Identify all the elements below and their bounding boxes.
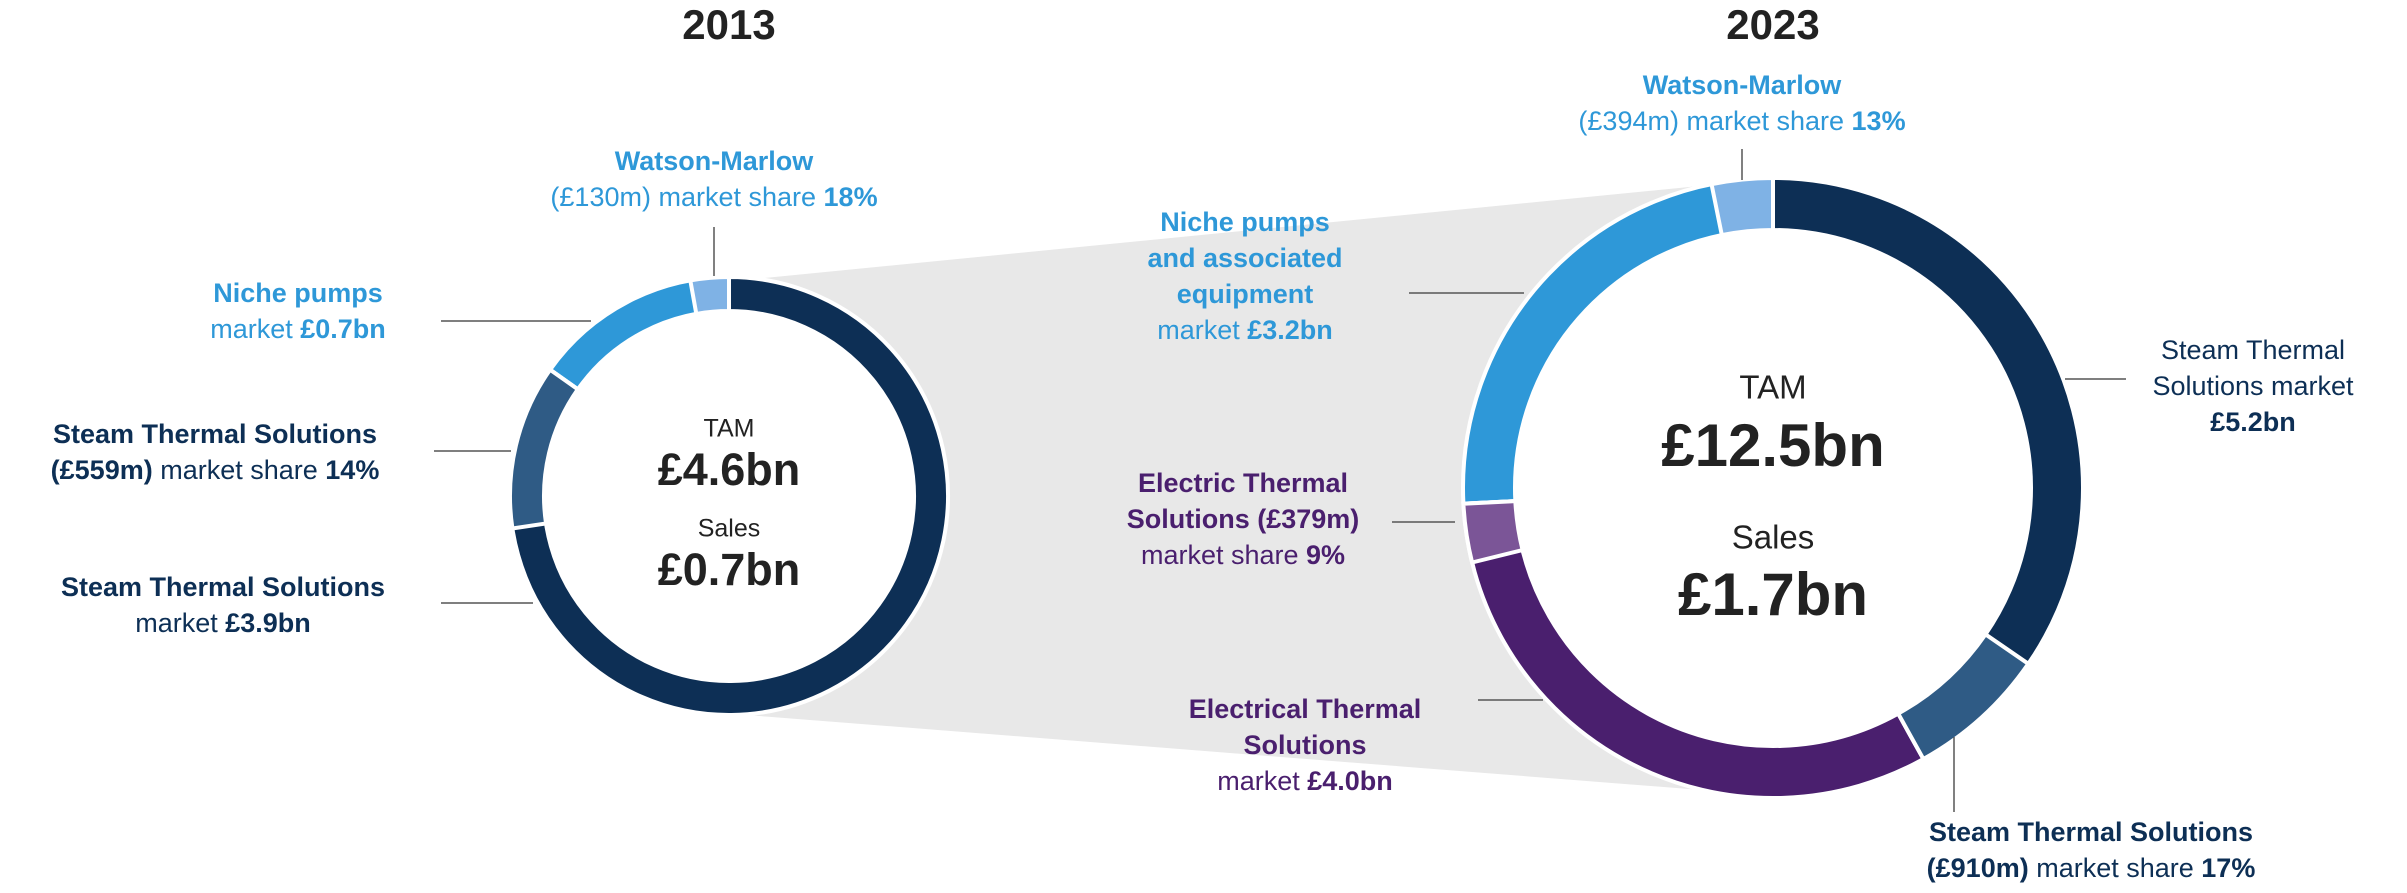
center-text: £12.5bn: [1661, 412, 1884, 479]
segment-label: Steam Thermal Solutions: [53, 419, 377, 449]
segment-label: market £3.9bn: [135, 608, 311, 638]
segment-label: Watson-Marlow: [1643, 70, 1842, 100]
label-span: market: [135, 608, 225, 638]
label-span: (£394m) market share: [1578, 106, 1851, 136]
segment-label: market £0.7bn: [210, 314, 386, 344]
label-span: 9%: [1306, 540, 1345, 570]
label-span: £5.2bn: [2210, 407, 2296, 437]
label-span: £4.0bn: [1307, 766, 1393, 796]
label-span: (£130m) market share: [550, 182, 823, 212]
label-span: Steam Thermal Solutions: [61, 572, 385, 602]
segment-label: Niche pumps: [1160, 207, 1330, 237]
label-span: Solutions (£379m): [1127, 504, 1360, 534]
center-text: £0.7bn: [658, 544, 801, 595]
segment-label: (£394m) market share 13%: [1578, 106, 1905, 136]
segment-label: Steam Thermal Solutions: [61, 572, 385, 602]
label-span: Steam Thermal Solutions: [1929, 817, 2253, 847]
label-span: and associated: [1147, 243, 1342, 273]
label-span: 17%: [2201, 853, 2255, 883]
segment-label: Solutions: [1244, 730, 1367, 760]
center-text: TAM: [704, 415, 755, 443]
segment-label: Solutions market: [2152, 371, 2354, 401]
center-text: £4.6bn: [658, 444, 801, 495]
segment-label: Steam Thermal Solutions: [1929, 817, 2253, 847]
label-span: 18%: [824, 182, 878, 212]
label-span: Steam Thermal Solutions: [53, 419, 377, 449]
segment-label: Watson-Marlow: [615, 146, 814, 176]
label-span: £0.7bn: [300, 314, 386, 344]
label-span: £3.9bn: [225, 608, 311, 638]
share-arc: [1709, 175, 1775, 238]
segment-label: market share 9%: [1141, 540, 1345, 570]
chart-title: 2023: [1726, 1, 1819, 48]
segment-label: £5.2bn: [2210, 407, 2296, 437]
center-text: TAM: [1739, 369, 1806, 406]
market-arc: [508, 274, 950, 717]
label-span: (£559m): [51, 455, 153, 485]
label-span: £3.2bn: [1247, 315, 1333, 345]
segment-label: Solutions (£379m): [1127, 504, 1360, 534]
label-span: 13%: [1852, 106, 1906, 136]
share-arc: [687, 274, 731, 317]
segment-label: and associated: [1147, 243, 1342, 273]
label-span: (£910m): [1927, 853, 2029, 883]
segment-label: Niche pumps: [213, 278, 383, 308]
donut-hole: [527, 294, 931, 698]
share-arc: [508, 366, 581, 531]
label-span: Niche pumps: [1160, 207, 1330, 237]
label-span: equipment: [1177, 279, 1314, 309]
segment-label: Electrical Thermal: [1189, 694, 1422, 724]
share-arc: [1461, 498, 1525, 565]
label-span: Electrical Thermal: [1189, 694, 1422, 724]
segment-label: equipment: [1177, 279, 1314, 309]
segment-label: Steam Thermal: [2161, 335, 2345, 365]
label-span: Steam Thermal: [2161, 335, 2345, 365]
center-text: Sales: [1732, 519, 1815, 556]
segment-label: market £3.2bn: [1157, 315, 1333, 345]
label-span: Electric Thermal: [1138, 468, 1348, 498]
label-span: market share: [2029, 853, 2202, 883]
chart-title: 2013: [682, 1, 775, 48]
segment-label: (£559m) market share 14%: [51, 455, 380, 485]
center-text: Sales: [698, 515, 761, 543]
donut-hole: [1489, 204, 2057, 772]
label-span: 14%: [325, 455, 379, 485]
label-span: Niche pumps: [213, 278, 383, 308]
label-span: market share: [153, 455, 326, 485]
segment-label: (£130m) market share 18%: [550, 182, 877, 212]
label-span: market: [1157, 315, 1247, 345]
label-span: market: [210, 314, 300, 344]
market-arc: [1771, 175, 2085, 762]
share-arc: [1895, 631, 2032, 762]
label-span: market: [1217, 766, 1307, 796]
label-span: market share: [1141, 540, 1306, 570]
label-span: Solutions: [1244, 730, 1367, 760]
segment-label: Electric Thermal: [1138, 468, 1348, 498]
label-span: Watson-Marlow: [1643, 70, 1842, 100]
segment-label: (£910m) market share 17%: [1927, 853, 2256, 883]
segment-label: market £4.0bn: [1217, 766, 1393, 796]
label-span: Watson-Marlow: [615, 146, 814, 176]
center-text: £1.7bn: [1678, 561, 1868, 628]
label-span: Solutions market: [2152, 371, 2354, 401]
